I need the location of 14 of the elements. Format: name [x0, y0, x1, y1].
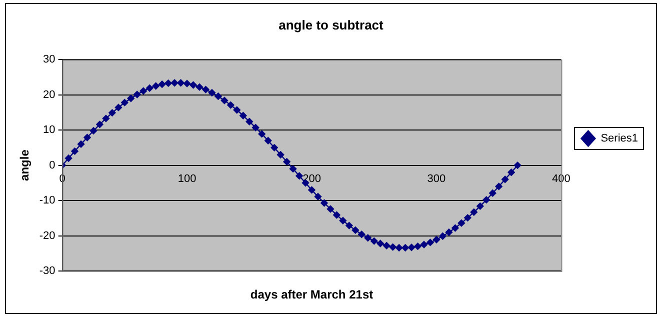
- y-tick-label: 10: [43, 124, 56, 136]
- y-tick-label: -20: [39, 230, 56, 242]
- x-tick-label: 400: [552, 172, 570, 185]
- x-tick-label: 300: [427, 172, 446, 185]
- y-tick-label: -30: [39, 265, 56, 278]
- x-tick-label: 100: [178, 172, 196, 185]
- x-axis-title: days after March 21st: [250, 287, 374, 302]
- legend-label: Series1: [600, 132, 638, 145]
- y-tick-label: 20: [43, 88, 56, 101]
- y-axis-title: angle: [18, 149, 32, 181]
- y-tick-label: 0: [49, 159, 56, 172]
- y-tick-label: 30: [43, 54, 56, 66]
- chart-title: angle to subtract: [278, 17, 384, 32]
- y-tick-label: -10: [39, 194, 56, 207]
